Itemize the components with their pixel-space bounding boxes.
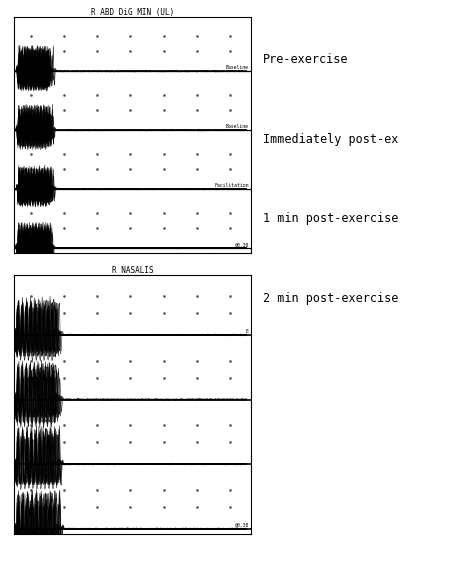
Text: Baseline: Baseline bbox=[226, 65, 249, 70]
Text: 2 min post-exercise: 2 min post-exercise bbox=[263, 292, 399, 304]
Text: E: E bbox=[246, 329, 249, 333]
Text: @0.30: @0.30 bbox=[235, 523, 249, 528]
Title: R ABD DiG MIN (UL): R ABD DiG MIN (UL) bbox=[91, 8, 174, 17]
Text: Immediately post-ex: Immediately post-ex bbox=[263, 133, 399, 145]
Text: Baseline: Baseline bbox=[226, 124, 249, 129]
Text: Pre-exercise: Pre-exercise bbox=[263, 53, 348, 66]
Text: @0.30: @0.30 bbox=[235, 242, 249, 247]
Text: Facilitation: Facilitation bbox=[214, 183, 249, 188]
Text: 1 min post-exercise: 1 min post-exercise bbox=[263, 212, 399, 225]
Title: R NASALIS: R NASALIS bbox=[112, 266, 154, 275]
